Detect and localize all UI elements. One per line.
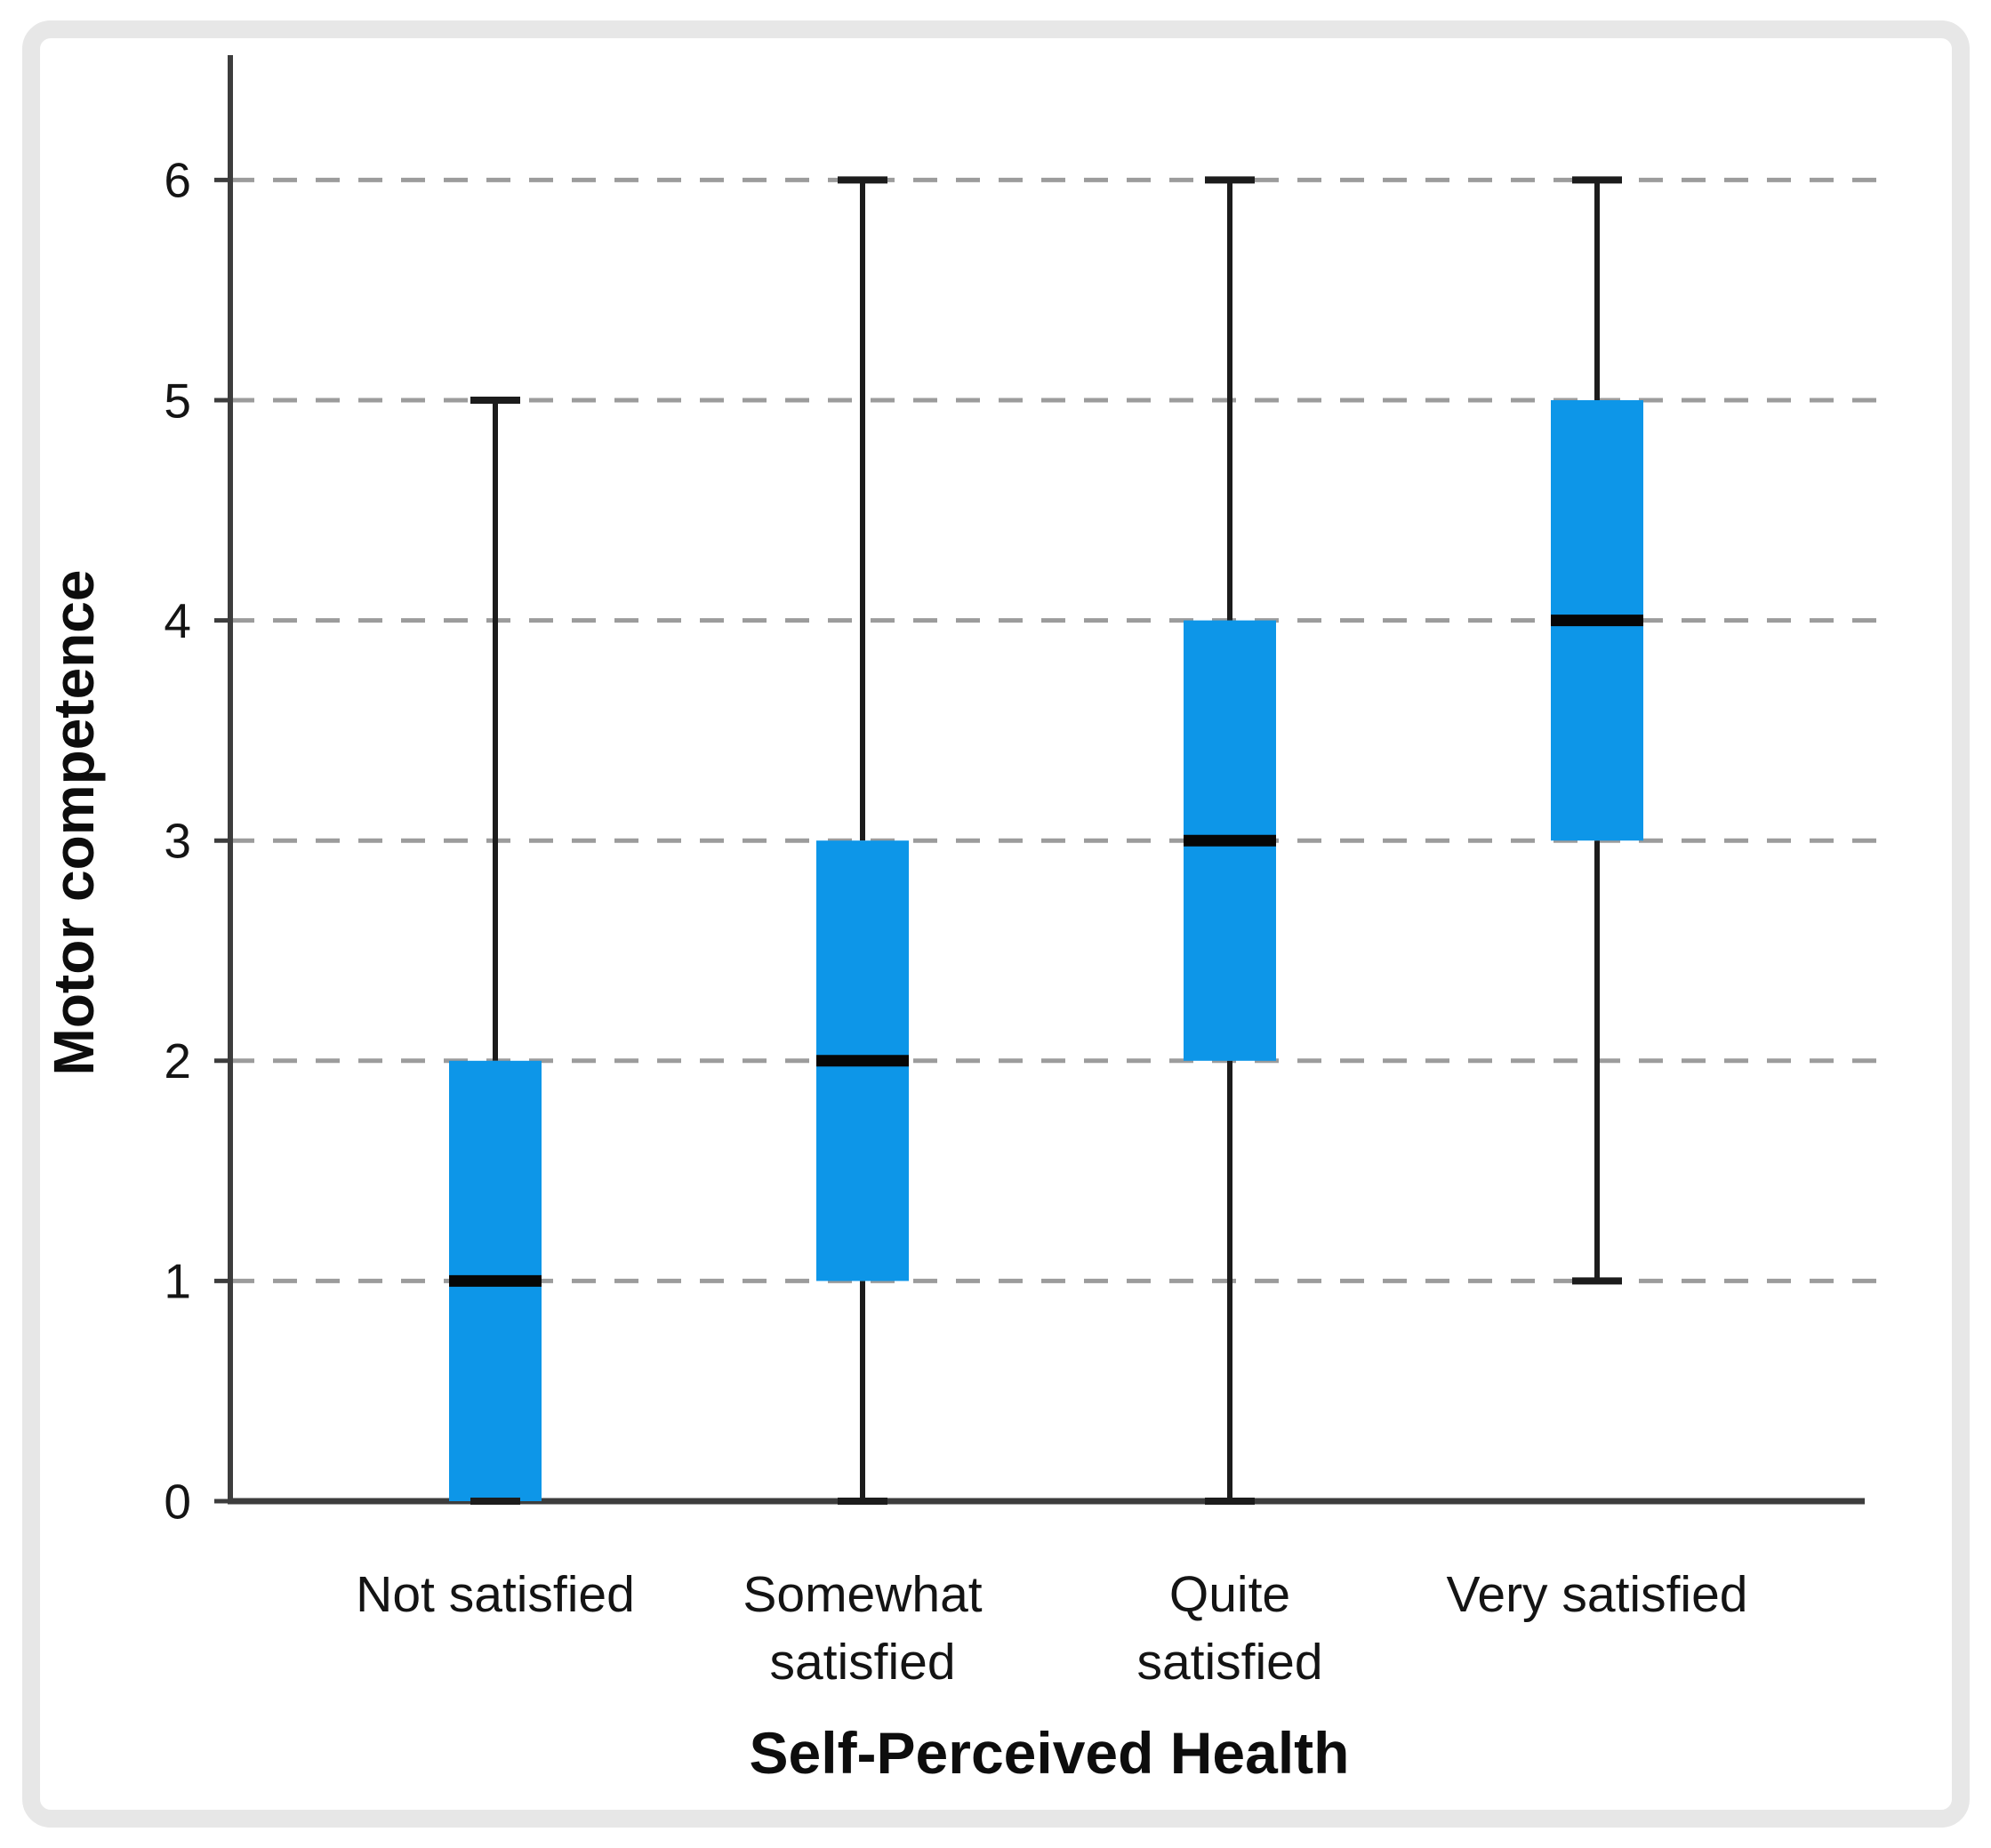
y-tick-label: 3	[164, 813, 191, 868]
category-label: Not satisfied	[356, 1566, 635, 1623]
card-border	[22, 20, 1970, 1828]
y-axis-title-label: Motor competence	[42, 570, 106, 1076]
category-label: Somewhat satisfied	[743, 1566, 982, 1691]
plot-area: 0 1 2 3 4 5 6 Not satisfied Somewhat satisfied Qui…	[164, 55, 1890, 1691]
y-tick-label: 5	[164, 373, 191, 428]
y-tick-label: 4	[164, 593, 191, 648]
category-label: Very satisfied	[1447, 1566, 1748, 1623]
y-tick-label: 6	[164, 153, 191, 208]
y-tick-label: 0	[164, 1474, 191, 1529]
x-axis-title-label: Self-Perceived Health	[750, 1720, 1350, 1786]
y-tick-label: 1	[164, 1254, 191, 1309]
category-label: Quite satisfied	[1136, 1566, 1322, 1691]
y-tick-label: 2	[164, 1033, 191, 1089]
